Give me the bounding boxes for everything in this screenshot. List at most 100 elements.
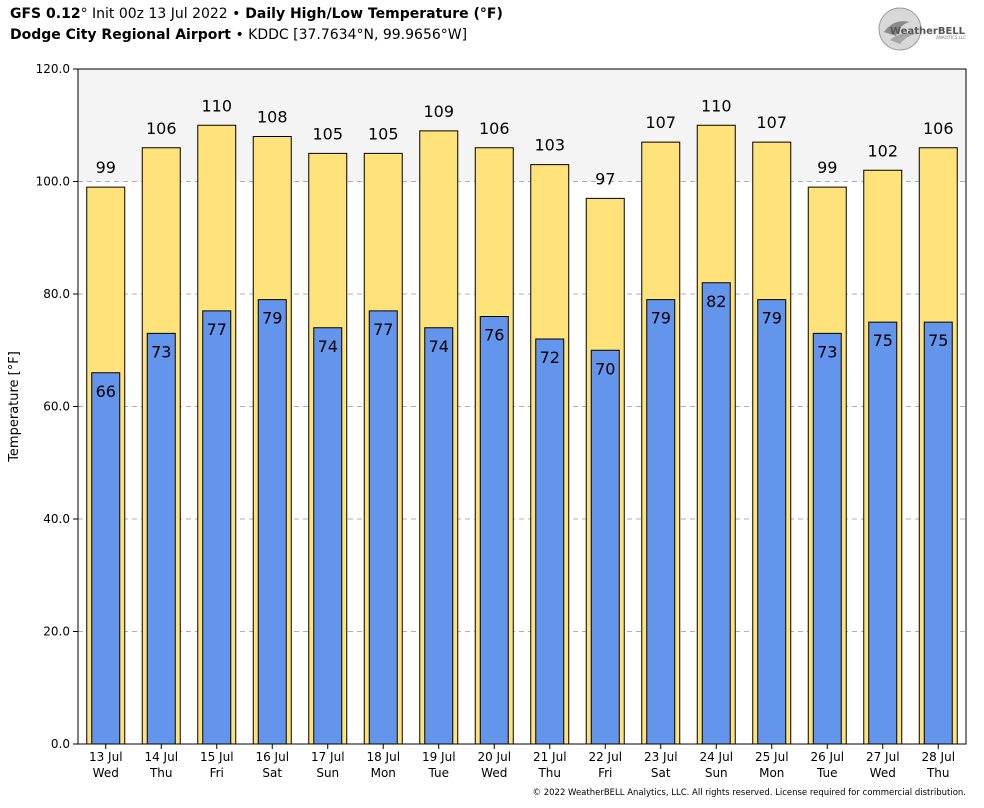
x-tick-date: 16 Jul — [255, 750, 289, 764]
x-tick-date: 26 Jul — [810, 750, 844, 764]
high-temp-label: 105 — [368, 124, 399, 143]
low-temp-bar — [91, 372, 121, 745]
x-tick-date: 14 Jul — [144, 750, 178, 764]
x-tick-weekday: Mon — [371, 766, 396, 780]
low-temp-label: 79 — [651, 309, 671, 328]
high-temp-label: 107 — [756, 113, 787, 132]
low-temp-label: 70 — [595, 359, 615, 378]
x-tick-weekday: Mon — [759, 766, 784, 780]
y-tick-label: 40.0 — [43, 512, 70, 526]
high-temp-label: 106 — [923, 119, 954, 138]
x-tick-date: 27 Jul — [866, 750, 900, 764]
x-tick-weekday: Fri — [598, 766, 612, 780]
high-temp-label: 109 — [423, 102, 454, 121]
x-tick-date: 22 Jul — [588, 750, 622, 764]
low-temp-label: 79 — [762, 309, 782, 328]
low-temp-label: 79 — [262, 309, 282, 328]
x-tick-weekday: Thu — [926, 766, 950, 780]
high-temp-label: 108 — [257, 108, 288, 127]
x-tick-weekday: Tue — [816, 766, 838, 780]
x-tick-weekday: Sat — [651, 766, 671, 780]
x-tick-weekday: Thu — [149, 766, 173, 780]
low-temp-bar — [701, 282, 731, 745]
low-temp-label: 74 — [429, 337, 449, 356]
x-tick-weekday: Sun — [316, 766, 339, 780]
low-temp-bar — [590, 349, 620, 745]
x-tick-date: 13 Jul — [89, 750, 123, 764]
y-tick-label: 100.0 — [36, 175, 70, 189]
init-time: Init 00z 13 Jul 2022 — [87, 6, 233, 22]
weatherbell-logo: WeatherBELL ANALYTICS LLC — [878, 7, 966, 51]
high-temp-label: 99 — [96, 158, 116, 177]
x-tick-date: 21 Jul — [533, 750, 567, 764]
header-bullet: • — [231, 27, 249, 43]
x-tick-weekday: Wed — [481, 766, 507, 780]
low-temp-label: 76 — [484, 326, 504, 345]
high-temp-label: 99 — [817, 158, 837, 177]
high-temp-label: 106 — [146, 119, 177, 138]
chart-title: Daily High/Low Temperature (°F) — [240, 6, 503, 22]
low-temp-bar — [757, 299, 787, 745]
header-bullet: • — [232, 6, 241, 22]
y-axis-label: Temperature [°F] — [7, 351, 22, 463]
station-coords: KDDC [37.7634°N, 99.9656°W] — [248, 27, 468, 43]
low-temp-bar — [812, 332, 842, 745]
high-temp-label: 102 — [867, 141, 898, 160]
x-tick-date: 17 Jul — [311, 750, 345, 764]
low-temp-bar — [368, 310, 398, 745]
low-temp-label: 75 — [928, 331, 948, 350]
logo-subtext: ANALYTICS LLC — [936, 35, 966, 40]
low-temp-label: 73 — [151, 342, 171, 361]
x-tick-date: 15 Jul — [200, 750, 234, 764]
low-temp-label: 73 — [817, 342, 837, 361]
x-tick-weekday: Tue — [428, 766, 450, 780]
low-temp-bar — [313, 327, 343, 745]
x-tick-date: 28 Jul — [921, 750, 955, 764]
y-tick-label: 80.0 — [43, 287, 70, 301]
x-tick-weekday: Thu — [537, 766, 561, 780]
x-tick-weekday: Fri — [210, 766, 224, 780]
low-temp-label: 74 — [318, 337, 338, 356]
x-tick-date: 24 Jul — [699, 750, 733, 764]
x-tick-weekday: Sun — [705, 766, 728, 780]
x-tick-date: 20 Jul — [477, 750, 511, 764]
x-tick-date: 19 Jul — [422, 750, 456, 764]
low-temp-bar — [146, 332, 176, 745]
low-temp-bar — [202, 310, 232, 745]
low-temp-bar — [479, 316, 509, 745]
low-temp-label: 82 — [706, 292, 726, 311]
high-temp-label: 105 — [312, 124, 343, 143]
y-tick-label: 20.0 — [43, 625, 70, 639]
x-tick-weekday: Wed — [870, 766, 896, 780]
y-tick-label: 60.0 — [43, 400, 70, 414]
copyright-notice: © 2022 WeatherBELL Analytics, LLC. All r… — [532, 788, 966, 798]
low-temp-label: 72 — [540, 348, 560, 367]
high-temp-label: 97 — [595, 169, 615, 188]
x-tick-date: 25 Jul — [755, 750, 789, 764]
x-tick-weekday: Wed — [93, 766, 119, 780]
low-temp-label: 66 — [96, 382, 116, 401]
high-temp-label: 110 — [701, 96, 732, 115]
logo-text: WeatherBELL — [890, 26, 966, 37]
low-temp-bar — [424, 327, 454, 745]
model-name: GFS 0.12 — [10, 6, 81, 22]
high-temp-label: 107 — [645, 113, 676, 132]
station-name: Dodge City Regional Airport — [10, 27, 231, 43]
x-tick-weekday: Sat — [262, 766, 282, 780]
chart-header-line-1: GFS 0.12° Init 00z 13 Jul 2022 • Daily H… — [10, 6, 503, 22]
low-temp-label: 77 — [207, 320, 227, 339]
x-tick-date: 18 Jul — [366, 750, 400, 764]
low-temp-bar — [868, 321, 898, 745]
low-temp-label: 75 — [873, 331, 893, 350]
y-tick-label: 0.0 — [51, 737, 70, 751]
model-degree: ° — [80, 6, 88, 22]
low-temp-bar — [923, 321, 953, 745]
x-tick-date: 23 Jul — [644, 750, 678, 764]
low-temp-bar — [535, 338, 565, 745]
high-temp-label: 103 — [534, 136, 565, 155]
chart-header-line-2: Dodge City Regional Airport • KDDC [37.7… — [10, 27, 467, 43]
low-temp-label: 77 — [373, 320, 393, 339]
high-temp-label: 106 — [479, 119, 510, 138]
high-temp-label: 110 — [201, 96, 232, 115]
